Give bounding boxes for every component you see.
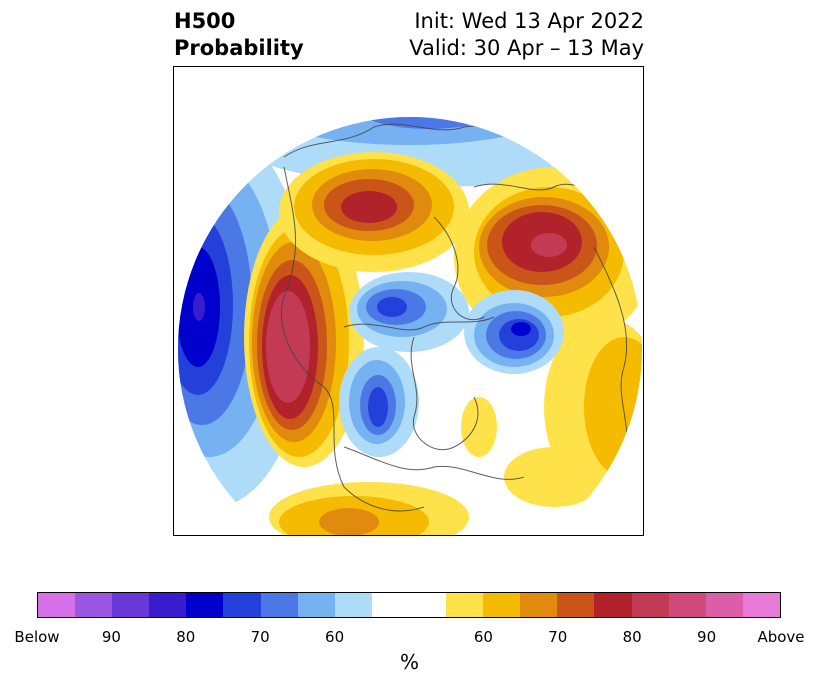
valid-dates: Valid: 30 Apr – 13 May — [409, 36, 644, 60]
colorbar-above-segment — [594, 593, 632, 617]
above-anomaly-south — [269, 482, 469, 535]
colorbar-below-segment — [112, 593, 150, 617]
colorbar-below-segment — [149, 593, 187, 617]
colorbar-above-segment — [520, 593, 558, 617]
colorbar-below-segment — [334, 593, 372, 617]
init-date: Init: Wed 13 Apr 2022 — [414, 9, 644, 33]
title-line-2: Probability — [174, 36, 304, 60]
colorbar-above-segment — [631, 593, 669, 617]
colorbar-ticks: Below 90 80 70 60 60 70 80 90 Above — [0, 628, 819, 648]
colorbar-tick-label: 90 — [697, 628, 717, 646]
colorbar-below-segment — [260, 593, 298, 617]
colorbar-tick-label: Above — [757, 628, 805, 646]
colorbar-tick-label: 60 — [473, 628, 493, 646]
below-anomaly-arctic — [339, 272, 564, 457]
colorbar-above-segment — [668, 593, 706, 617]
map-svg — [178, 117, 642, 535]
colorbar-above-segment — [742, 593, 780, 617]
above-anomaly-pacific — [244, 207, 364, 467]
colorbar-neutral-segment — [371, 593, 447, 617]
colorbar-above-segment — [446, 593, 484, 617]
colorbar-above-segment — [483, 593, 521, 617]
colorbar-tick-label: 80 — [622, 628, 642, 646]
colorbar-above-segment — [705, 593, 743, 617]
colorbar-tick-label: 80 — [176, 628, 196, 646]
valid-period: Init: Wed 13 Apr 2022 Valid: 30 Apr – 13… — [409, 8, 644, 62]
anomaly-field — [178, 117, 642, 535]
above-anomaly-southeast — [461, 317, 642, 507]
colorbar-below-segment — [223, 593, 261, 617]
above-anomaly-siberia — [279, 152, 469, 272]
colorbar-tick-label: 60 — [325, 628, 345, 646]
coastlines — [280, 123, 628, 512]
colorbar-below-segment — [38, 593, 76, 617]
colorbar-tick-label: 70 — [548, 628, 568, 646]
chart-title: H500 Probability — [174, 8, 304, 62]
colorbar-below-segment — [297, 593, 335, 617]
colorbar-below-segment — [186, 593, 224, 617]
probability-map — [173, 66, 644, 536]
colorbar-tick-label: 70 — [250, 628, 270, 646]
colorbar — [37, 592, 781, 618]
colorbar-below-segment — [75, 593, 113, 617]
colorbar-tick-label: 90 — [101, 628, 121, 646]
colorbar-above-segment — [557, 593, 595, 617]
colorbar-unit: % — [399, 650, 419, 674]
title-line-1: H500 — [174, 9, 236, 33]
colorbar-tick-label: Below — [14, 628, 60, 646]
